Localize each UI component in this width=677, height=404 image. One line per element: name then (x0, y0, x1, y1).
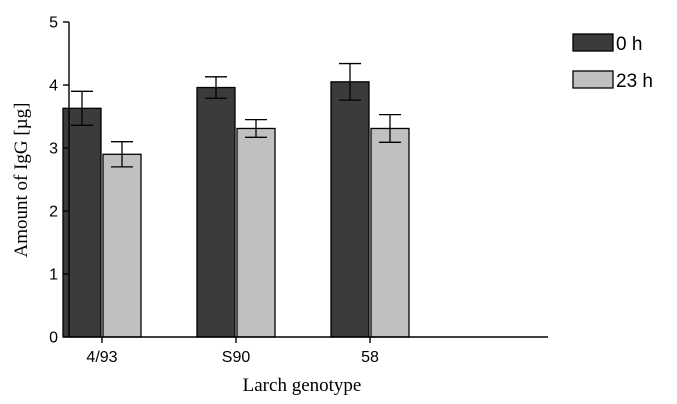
bar-S90-0h (196, 86, 236, 338)
y-tick-label: 1 (49, 267, 58, 284)
y-tick-label: 5 (49, 15, 58, 32)
error-bars-layer (71, 62, 401, 168)
y-axis-title: Amount of IgG [µg] (11, 102, 32, 257)
y-ticks: 0 1 2 3 4 5 (49, 15, 69, 347)
bar-58-23h (370, 127, 410, 338)
error-bar (379, 113, 401, 143)
error-bar (339, 62, 361, 101)
legend-label: 23 h (616, 71, 653, 92)
bar-S90-23h (236, 127, 276, 338)
legend-item: 0 h (572, 33, 642, 55)
x-tick-label: S90 (222, 349, 251, 366)
legend-swatch (572, 70, 614, 89)
error-bar (111, 141, 133, 168)
error-bar (245, 119, 267, 138)
y-tick-label: 2 (49, 204, 58, 221)
y-tick-label: 3 (49, 141, 58, 158)
bar-4/93-23h (102, 153, 142, 338)
error-bar (71, 90, 93, 126)
y-tick-label: 4 (49, 78, 58, 95)
y-tick-label: 0 (49, 330, 58, 347)
x-ticks: 4/93 S90 58 (86, 337, 379, 366)
legend-swatch (572, 33, 614, 52)
bar-58-0h (330, 81, 370, 338)
legend: 0 h 23 h (572, 33, 653, 92)
x-tick-label: 4/93 (86, 349, 117, 366)
x-tick-label: 58 (361, 349, 379, 366)
bars-layer (62, 81, 410, 338)
error-bar (205, 76, 227, 99)
axes (68, 22, 548, 338)
x-axis-title: Larch genotype (243, 375, 362, 396)
legend-label: 0 h (616, 34, 642, 55)
legend-item: 23 h (572, 70, 653, 92)
